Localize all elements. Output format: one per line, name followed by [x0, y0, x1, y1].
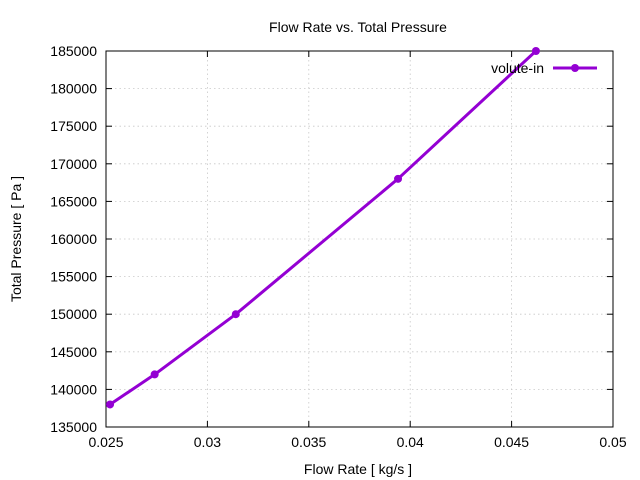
data-point — [150, 370, 159, 379]
y-tick-label: 140000 — [50, 381, 97, 397]
data-point — [106, 400, 115, 409]
x-tick-label: 0.035 — [291, 434, 326, 450]
legend-marker — [571, 64, 579, 72]
y-tick-label: 160000 — [50, 231, 97, 247]
grid — [106, 51, 613, 427]
x-tick-label: 0.045 — [494, 434, 529, 450]
x-tick-label: 0.03 — [194, 434, 221, 450]
x-tick-label: 0.04 — [397, 434, 424, 450]
data-point — [231, 310, 240, 319]
y-tick-label: 180000 — [50, 81, 97, 97]
data-point — [394, 174, 403, 183]
x-tick-label: 0.05 — [599, 434, 626, 450]
legend-label: volute-in — [491, 60, 544, 76]
data-point — [531, 47, 540, 55]
chart-title: Flow Rate vs. Total Pressure — [269, 19, 447, 35]
x-tick-label: 0.025 — [88, 434, 123, 450]
y-tick-label: 155000 — [50, 269, 97, 285]
y-tick-label: 135000 — [50, 419, 97, 435]
y-tick-label: 185000 — [50, 43, 97, 59]
y-tick-label: 145000 — [50, 344, 97, 360]
y-tick-label: 175000 — [50, 118, 97, 134]
y-tick-label: 165000 — [50, 193, 97, 209]
legend: volute-in — [491, 60, 597, 76]
y-tick-label: 150000 — [50, 306, 97, 322]
y-axis-label: Total Pressure [ Pa ] — [8, 176, 24, 302]
y-tick-label: 170000 — [50, 156, 97, 172]
x-axis-label: Flow Rate [ kg/s ] — [304, 461, 412, 477]
series-layer — [106, 47, 540, 409]
axis-ticks: 0.025 0.03 0.035 0.04 0.045 0.05 135000 140000 1… — [50, 43, 627, 450]
